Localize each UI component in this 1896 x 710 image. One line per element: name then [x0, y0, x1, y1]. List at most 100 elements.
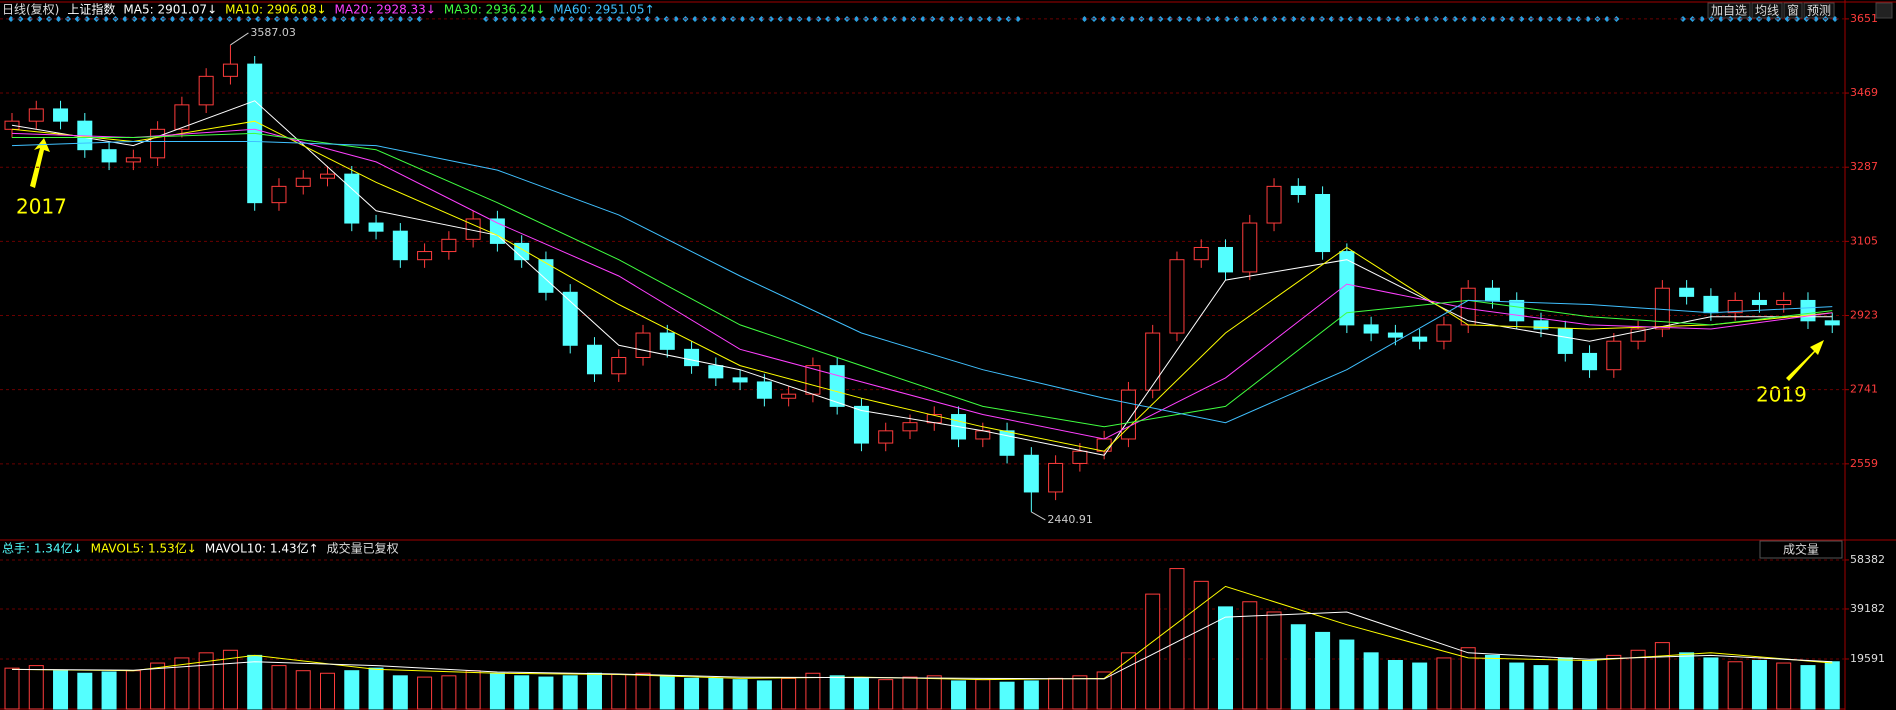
volume-bar [441, 675, 457, 710]
event-marker [1813, 16, 1819, 22]
volume-bar [684, 677, 700, 710]
event-marker [739, 16, 746, 22]
volume-bar [198, 652, 214, 710]
event-marker [1357, 16, 1363, 22]
event-marker [1148, 16, 1154, 22]
event-marker [150, 16, 157, 22]
toolbar-button[interactable] [1803, 2, 1835, 19]
toolbar-button[interactable] [1783, 2, 1803, 19]
event-marker [1214, 16, 1221, 22]
legend-label: 总手: 1.34亿↓ [2, 541, 83, 556]
event-marker [511, 16, 518, 22]
toolbar-label[interactable]: 均线 [1755, 4, 1779, 18]
volume-bar [465, 670, 481, 710]
volume-bar [28, 665, 44, 710]
volume-bar [1533, 665, 1549, 710]
volume-bar [781, 677, 797, 710]
candle-body [150, 128, 166, 159]
event-marker [606, 16, 613, 22]
candle-body [1557, 328, 1573, 354]
volume-bar [878, 679, 894, 710]
event-marker [1585, 16, 1591, 22]
event-marker [283, 16, 290, 22]
volume-bar [1557, 657, 1573, 710]
legend-label: 上证指数 [67, 2, 115, 17]
y-tick-label: 3651 [1850, 12, 1878, 25]
event-marker [1015, 16, 1021, 22]
volume-bar [805, 672, 821, 710]
volume-bar [538, 676, 554, 710]
volume-bar [1266, 611, 1282, 710]
event-marker [122, 16, 128, 22]
moving-average [11, 128, 1833, 440]
candle-body [1290, 185, 1306, 196]
event-marker [1129, 16, 1135, 22]
volume-bar [1654, 642, 1670, 710]
volume-bar [125, 670, 141, 710]
event-marker [872, 16, 879, 22]
volume-bar [1751, 659, 1767, 710]
candle-body [1266, 185, 1282, 224]
volume-bar [1339, 639, 1355, 710]
toolbar-button[interactable] [1875, 2, 1893, 19]
toolbar-label[interactable]: 加自选 [1711, 4, 1747, 18]
volume-bar [417, 676, 433, 710]
volume-bar [1387, 659, 1403, 710]
event-marker [188, 16, 195, 22]
y-tick-label: 39182 [1850, 602, 1885, 615]
toolbar-label[interactable]: 预测 [1807, 4, 1831, 18]
y-tick-label: 19591 [1850, 652, 1885, 665]
event-marker [1195, 16, 1202, 22]
candle-body [1048, 462, 1064, 493]
event-marker [331, 16, 337, 22]
volume-bar [926, 675, 942, 710]
event-marker [986, 16, 993, 22]
volume-selector-label[interactable]: 成交量 [1783, 542, 1819, 557]
low-label: 2440.91 [1047, 513, 1093, 526]
volume-bar [659, 675, 675, 710]
volume-bar [732, 679, 748, 710]
volume-bar [1315, 631, 1331, 710]
event-marker [559, 16, 565, 22]
volume-bar [222, 649, 238, 710]
volume-bar [271, 665, 287, 710]
event-marker [492, 16, 499, 22]
volume-bar [320, 672, 336, 710]
volume-selector[interactable] [1759, 540, 1843, 559]
candle-body [586, 344, 602, 375]
candle-body [101, 149, 117, 163]
volume-bar [150, 662, 166, 710]
volume-bar [295, 670, 311, 710]
event-marker [169, 16, 176, 22]
legend-label: 成交量已复权 [327, 541, 399, 556]
volume-bar [1484, 654, 1500, 710]
event-marker [758, 16, 765, 22]
event-marker [673, 16, 679, 22]
candle-body [1315, 194, 1331, 253]
candle-body [1387, 332, 1403, 338]
event-marker [806, 16, 812, 22]
legend-label: MAVOL5: 1.53亿↓ [91, 541, 197, 556]
candle-body [1145, 332, 1161, 391]
toolbar-label[interactable]: 窗 [1787, 4, 1799, 18]
event-marker [264, 16, 271, 22]
volume-bar [1606, 654, 1622, 710]
candle-body [1023, 454, 1039, 493]
candle-body [611, 356, 627, 375]
event-marker [1376, 16, 1382, 22]
volume-bar [174, 657, 190, 710]
volume-bar [999, 681, 1015, 710]
legend-label: MA5: 2901.07↓ [123, 3, 217, 17]
legend-label: MA60: 2951.05↑ [553, 3, 654, 17]
candle-body [756, 381, 772, 399]
candle-body [1072, 450, 1088, 464]
candle-body [635, 332, 651, 358]
candle-body [1460, 287, 1476, 326]
moving-average [11, 100, 1833, 456]
volume-bar [1412, 662, 1428, 710]
annotation: 2017 [16, 195, 67, 219]
event-marker [787, 16, 793, 22]
volume-bar [53, 670, 69, 710]
